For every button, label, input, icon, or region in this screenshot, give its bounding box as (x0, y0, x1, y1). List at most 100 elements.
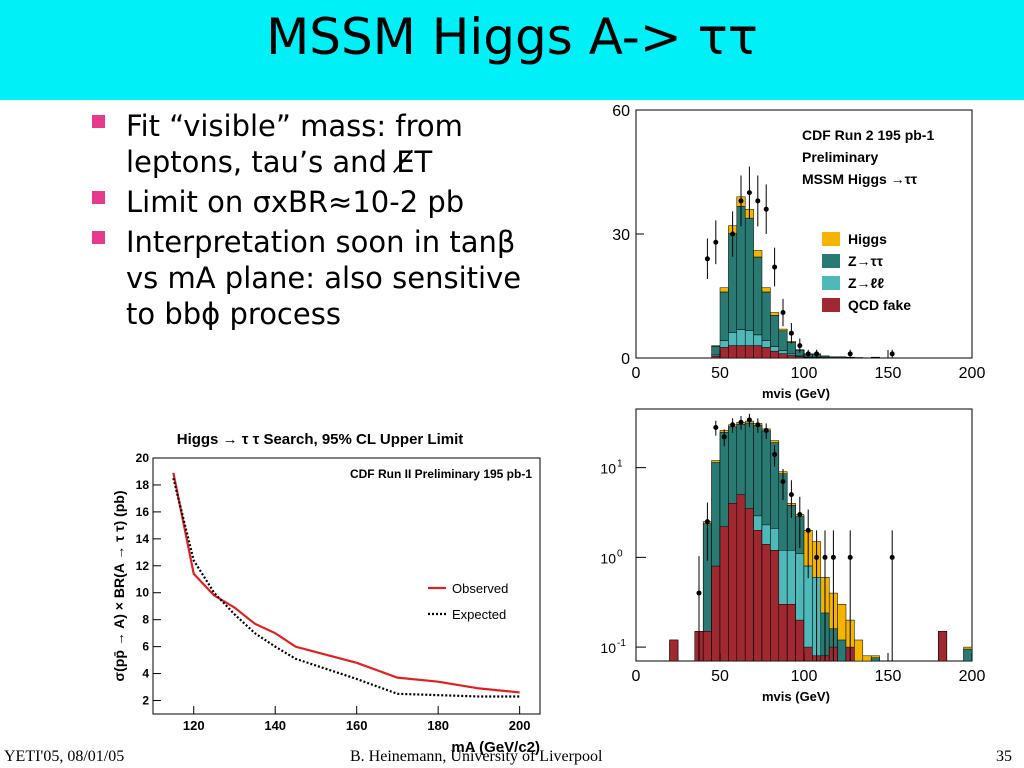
qcd-bar (761, 347, 771, 359)
chart-annotation: CDF Run 2 195 pb-1 (802, 127, 934, 143)
x-tick-label: 200 (959, 365, 986, 382)
qcd-bar (744, 508, 754, 662)
qcd-bar (728, 503, 738, 662)
data-point (763, 206, 769, 212)
data-point (847, 351, 853, 357)
higgs-bar (753, 250, 763, 258)
legend-swatch (822, 276, 840, 290)
bullet-text: Fit “visible” mass: from leptons, tau’s … (126, 109, 463, 179)
x-axis-label: mA (GeV/c2) (451, 739, 540, 756)
qcd-bar (778, 353, 788, 359)
x-tick-label: 100 (791, 668, 818, 685)
qcd-bar (938, 631, 948, 662)
qcd-bar (778, 604, 788, 662)
qcd-bar (753, 530, 763, 662)
y-tick-label: 8 (142, 613, 149, 627)
qcd-bar (711, 355, 721, 359)
data-point (805, 351, 811, 357)
zll-bar (803, 565, 813, 662)
x-tick-label: 50 (711, 365, 729, 382)
x-tick-label: 200 (959, 668, 986, 685)
qcd-bar (770, 350, 780, 359)
higgs-bar (778, 328, 788, 332)
data-point (730, 231, 736, 237)
data-point (721, 434, 727, 440)
y-tick-label: 10 (600, 461, 616, 477)
zll-bar (778, 350, 788, 354)
y-tick-label: 0 (621, 351, 630, 368)
data-point (814, 351, 820, 357)
y-tick-exponent: 0 (617, 548, 623, 559)
bullet-list: Fit “visible” mass: from leptons, tau’s … (86, 108, 536, 336)
chart-title: Higgs → τ τ Search, 95% CL Upper Limit (177, 431, 464, 448)
chart-annotation: MSSM Higgs →ττ (802, 171, 918, 187)
series-line-observed (172, 472, 520, 694)
legend-label: Expected (452, 607, 506, 622)
data-point (755, 198, 761, 204)
y-tick-label: 12 (136, 559, 150, 573)
ztautau-bar (778, 330, 788, 352)
data-point (713, 239, 719, 245)
data-point (713, 424, 719, 430)
x-tick-label: 100 (791, 365, 818, 382)
data-point (730, 422, 736, 428)
legend-label: Z→ττ (848, 253, 884, 269)
zll-bar (736, 329, 746, 346)
data-point (780, 310, 786, 316)
qcd-bar (736, 494, 746, 662)
qcd-bar (669, 639, 679, 662)
bullet-square-icon (92, 191, 105, 204)
y-tick-exponent: 1 (617, 459, 623, 470)
y-tick-label: 10 (600, 550, 616, 566)
ztautau-bar (870, 657, 880, 662)
legend-swatch (822, 298, 840, 312)
qcd-bar (795, 619, 805, 662)
bullet-square-icon (92, 231, 105, 244)
qcd-bar (786, 355, 796, 359)
data-point (772, 452, 778, 458)
qcd-bar (761, 543, 771, 662)
data-point (788, 330, 794, 336)
slide-title: MSSM Higgs A-> ττ (266, 8, 758, 66)
zll-bar (770, 346, 780, 352)
data-point (763, 427, 769, 433)
data-point (805, 527, 811, 533)
mvis-linear-histogram: 0 30 60 0 50 100 150 200 mvis (GeV) CDF Run 2 195… (612, 103, 986, 401)
data-point (746, 190, 752, 196)
qcd-bar (736, 345, 746, 359)
qcd-bar (786, 604, 796, 662)
data-point (830, 554, 836, 560)
data-point (822, 554, 828, 560)
data-point (847, 554, 853, 560)
x-tick-label: 150 (875, 365, 902, 382)
data-point (738, 198, 744, 204)
zll-bar (753, 334, 763, 346)
data-point (772, 264, 778, 270)
zll-bar (761, 340, 771, 348)
x-tick-label: 200 (509, 718, 531, 733)
legend-label: Observed (452, 581, 508, 596)
data-point (704, 519, 710, 525)
higgs-bar (719, 287, 729, 293)
x-tick-label: 0 (632, 365, 641, 382)
y-tick-label: 18 (136, 478, 150, 492)
y-tick-label: 6 (142, 640, 149, 654)
qcd-bar (744, 345, 754, 359)
ztautau-bar (753, 256, 763, 336)
ztautau-bar (711, 346, 721, 356)
y-tick-label: 30 (612, 227, 630, 244)
legend-swatch (822, 254, 840, 268)
qcd-bar (702, 631, 712, 662)
data-point (746, 417, 752, 423)
ztautau-bar (963, 648, 973, 662)
legend-label: Higgs (848, 231, 887, 247)
limit-chart: Higgs → τ τ Search, 95% CL Upper Limit CD… (111, 431, 541, 756)
x-tick-label: 180 (427, 718, 449, 733)
series-line-expected (172, 477, 520, 698)
legend-label: QCD fake (848, 297, 911, 313)
y-tick-label: 2 (142, 694, 149, 708)
qcd-bar (803, 646, 813, 662)
bullet-square-icon (92, 115, 105, 128)
qcd-bar (719, 347, 729, 359)
